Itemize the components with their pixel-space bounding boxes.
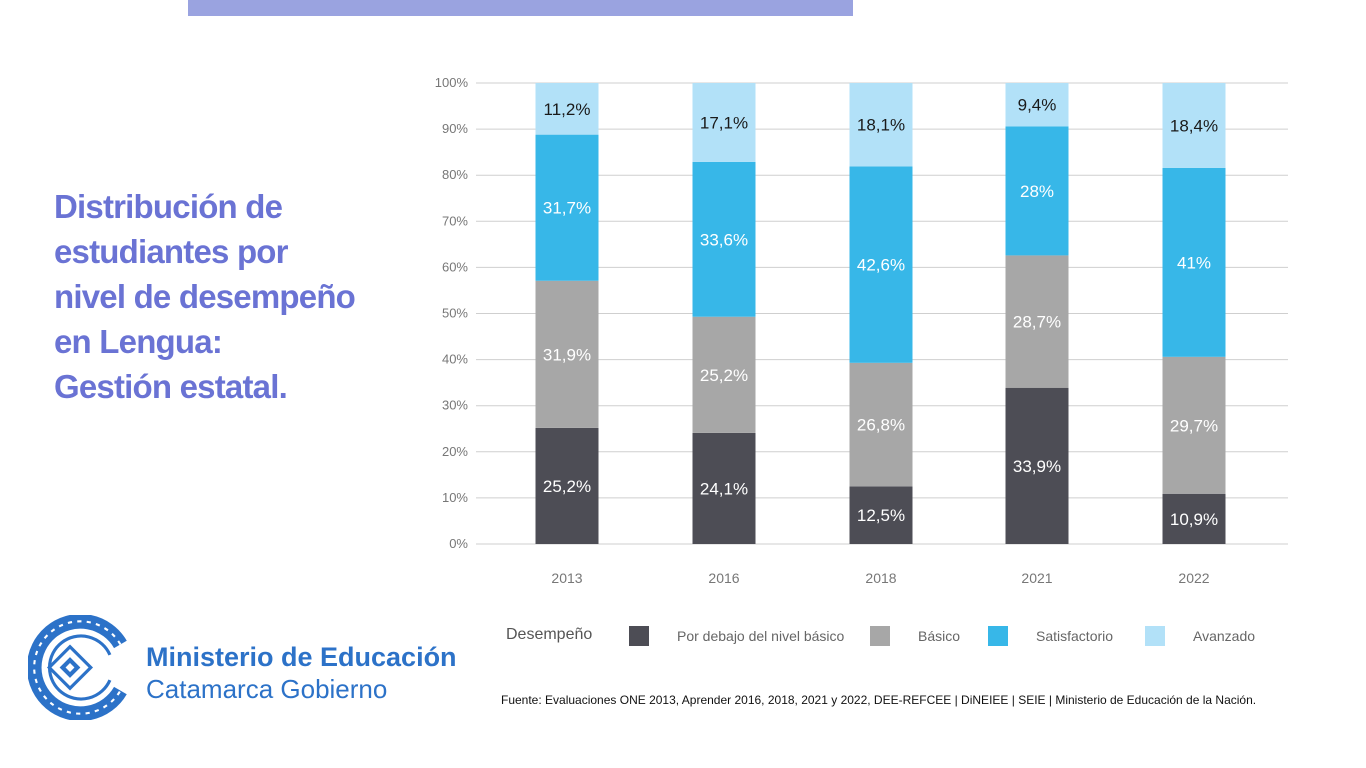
bar-segment: [535, 83, 599, 135]
x-tick-label: 2016: [708, 570, 739, 586]
legend-swatch: [870, 626, 890, 646]
y-tick-label: 100%: [435, 75, 469, 90]
data-label: 10,9%: [1170, 510, 1218, 529]
legend-label: Por debajo del nivel básico: [677, 628, 845, 644]
bar-segment: [535, 427, 599, 544]
data-label: 18,4%: [1170, 116, 1218, 135]
y-tick-label: 80%: [442, 167, 468, 182]
bar-segment: [1162, 83, 1226, 168]
data-label: 33,6%: [700, 230, 748, 249]
title-line: Gestión estatal.: [54, 368, 288, 405]
data-label: 24,1%: [700, 479, 748, 498]
bar-segment: [1005, 255, 1069, 388]
y-tick-label: 10%: [442, 490, 468, 505]
bar-segment: [1162, 493, 1226, 544]
legend-swatch: [629, 626, 649, 646]
y-tick-label: 30%: [442, 398, 468, 413]
data-label: 28%: [1020, 182, 1054, 201]
data-label: 29,7%: [1170, 416, 1218, 435]
legend-label: Básico: [918, 628, 961, 644]
bar-segment: [692, 432, 756, 544]
data-label: 26,8%: [857, 416, 905, 435]
bar-segment: [849, 362, 913, 487]
data-label: 42,6%: [857, 256, 905, 275]
data-label: 25,2%: [543, 477, 591, 496]
page-title: Distribución de estudiantes por nivel de…: [54, 184, 414, 409]
y-tick-label: 60%: [442, 259, 468, 274]
data-label: 12,5%: [857, 506, 905, 525]
legend-item-satisfactory: Satisfactorio: [988, 626, 1113, 646]
bar-segment: [535, 280, 599, 428]
y-tick-label: 40%: [442, 352, 468, 367]
data-label: 41%: [1177, 253, 1211, 272]
y-tick-label: 20%: [442, 444, 468, 459]
x-tick-label: 2013: [551, 570, 582, 586]
bar-segment: [1005, 387, 1069, 544]
legend-title: Desempeño: [506, 626, 593, 643]
bar-segment: [692, 316, 756, 433]
bar-segment: [849, 486, 913, 544]
legend-label: Avanzado: [1193, 628, 1256, 644]
data-label: 33,9%: [1013, 457, 1061, 476]
data-label: 11,2%: [544, 100, 591, 119]
legend-item-basic: Básico: [870, 626, 960, 646]
bar-segment: [1162, 356, 1226, 494]
y-tick-label: 50%: [442, 306, 468, 321]
y-tick-label: 90%: [442, 121, 468, 136]
legend-swatch: [988, 626, 1008, 646]
org-subtitle: Catamarca Gobierno: [146, 674, 388, 704]
data-label: 25,2%: [700, 366, 748, 385]
data-label: 31,7%: [543, 199, 591, 218]
data-label: 31,9%: [543, 345, 591, 364]
bar-segment: [849, 166, 913, 363]
title-line: en Lengua:: [54, 323, 223, 360]
org-name: Ministerio de Educación: [146, 642, 457, 672]
bar-segment: [535, 134, 599, 281]
title-line: nivel de desempeño: [54, 278, 356, 315]
x-tick-label: 2021: [1021, 570, 1052, 586]
bar-segment: [692, 161, 756, 317]
legend-label: Satisfactorio: [1036, 628, 1114, 644]
bar-segment: [1005, 126, 1069, 256]
x-tick-label: 2018: [865, 570, 896, 586]
data-label: 9,4%: [1018, 96, 1057, 115]
data-label: 17,1%: [700, 113, 748, 132]
legend-item-advanced: Avanzado: [1145, 626, 1255, 646]
top-accent-bar: [188, 0, 853, 16]
legend-swatch: [1145, 626, 1165, 646]
title-line: Distribución de: [54, 188, 283, 225]
bar-segment: [849, 83, 913, 167]
bar-segment: [1162, 167, 1226, 357]
source-note: Fuente: Evaluaciones ONE 2013, Aprender …: [501, 693, 1257, 707]
y-tick-label: 70%: [442, 213, 468, 228]
data-label: 18,1%: [857, 116, 905, 135]
bar-segment: [692, 83, 756, 162]
data-label: 28,7%: [1013, 313, 1061, 332]
x-tick-label: 2022: [1178, 570, 1209, 586]
ministry-logo: [28, 615, 127, 720]
legend-item-below-basic: Por debajo del nivel básico: [629, 626, 844, 646]
y-tick-label: 0%: [449, 536, 468, 551]
bar-segment: [1005, 83, 1069, 127]
title-line: estudiantes por: [54, 233, 289, 270]
stacked-bar-chart: 0% 10% 20% 30% 40% 50% 60% 70% 80% 90% 100% 25,2% 31…: [435, 75, 1288, 586]
